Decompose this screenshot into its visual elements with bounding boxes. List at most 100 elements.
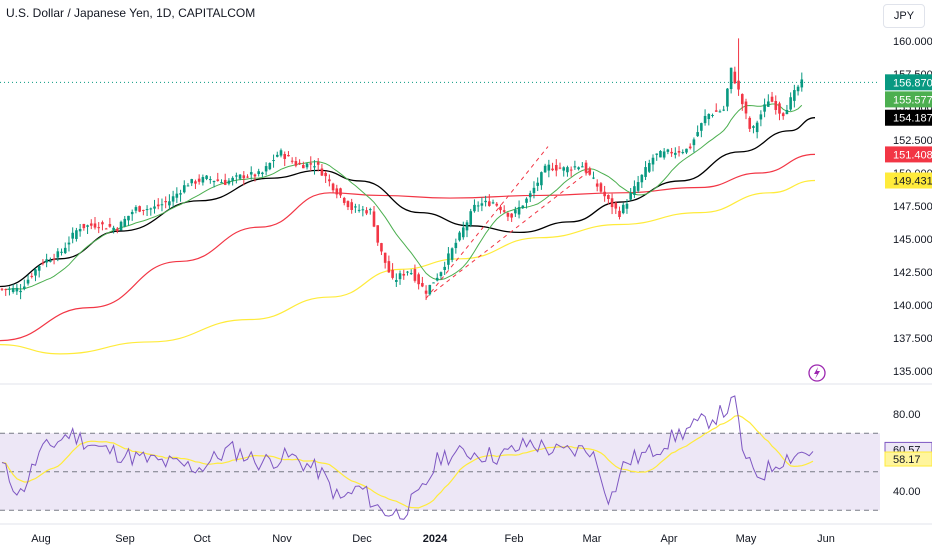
rsi-badge-label: 58.17	[893, 454, 921, 466]
candle-body	[781, 113, 785, 117]
rsi-tick-label: 40.00	[893, 486, 921, 498]
candle-body	[257, 171, 260, 175]
ma-long-line	[0, 179, 816, 355]
x-tick-label: Apr	[660, 533, 677, 545]
candle-body	[86, 225, 89, 227]
candle-body	[387, 261, 391, 273]
candle-body	[354, 206, 357, 208]
candle-body	[190, 179, 194, 184]
candle-body	[346, 201, 350, 208]
candle-body	[383, 252, 387, 263]
candle-body	[186, 185, 190, 187]
x-tick-label: Feb	[505, 533, 524, 545]
y-tick-label: 147.500	[893, 201, 932, 213]
candle-body	[748, 117, 752, 129]
candle-body	[525, 198, 528, 203]
candle-body	[316, 162, 320, 165]
candle-body	[636, 182, 640, 191]
candle-body	[688, 146, 692, 149]
candle-body	[618, 210, 621, 217]
candle-body	[510, 213, 513, 218]
price-badge	[885, 74, 932, 91]
candle-body	[692, 139, 696, 146]
price-badge-label: 154.187	[893, 113, 932, 125]
candle-body	[558, 167, 562, 169]
candle-body	[104, 228, 108, 230]
candle-body	[476, 205, 480, 207]
candle-body	[514, 209, 517, 214]
candle-body	[540, 172, 543, 186]
y-tick-label: 137.500	[893, 333, 932, 345]
chart-title: U.S. Dollar / Japanese Yen, 1D, CAPITALC…	[6, 6, 256, 20]
candle-body	[458, 232, 461, 241]
candle-body	[194, 181, 197, 184]
rsi-badge	[884, 451, 932, 467]
price-badge	[885, 146, 932, 163]
candle-body	[290, 160, 294, 162]
y-tick-label: 142.500	[893, 267, 932, 279]
price-badge	[885, 91, 932, 108]
price-badge	[885, 109, 932, 126]
candle-body	[554, 164, 558, 171]
candle-body	[380, 243, 383, 252]
candle-body	[417, 274, 420, 285]
candle-body	[447, 253, 450, 265]
y-tick-label: 140.000	[893, 300, 932, 312]
candle-body	[610, 198, 614, 208]
candle-body	[339, 188, 342, 196]
x-tick-label: Sep	[115, 533, 135, 545]
rsi-ma-line	[1, 414, 814, 509]
candle-body	[581, 166, 584, 168]
candle-body	[726, 88, 729, 107]
candle-body	[718, 111, 722, 113]
rsi-line	[1, 395, 814, 520]
candle-body	[153, 206, 156, 209]
candle-body	[696, 132, 699, 137]
candle-body	[201, 177, 205, 183]
candle-body	[491, 202, 495, 204]
candle-body	[175, 193, 179, 198]
candle-body	[778, 103, 781, 114]
candle-body	[342, 197, 346, 203]
candle-body	[395, 279, 398, 282]
candle-body	[223, 179, 227, 185]
candle-body	[737, 80, 740, 90]
x-tick-label: Dec	[352, 533, 372, 545]
candle-body	[402, 273, 406, 276]
candle-body	[774, 100, 778, 110]
candle-body	[127, 215, 130, 221]
candle-body	[372, 211, 376, 227]
candle-body	[659, 151, 662, 158]
candle-body	[264, 166, 268, 172]
candle-body	[677, 151, 681, 153]
candle-body	[528, 193, 532, 198]
candle-body	[328, 179, 331, 182]
candle-body	[268, 162, 272, 170]
candle-body	[320, 168, 324, 176]
candle-body	[621, 204, 625, 214]
flash-icon-bolt	[814, 367, 820, 379]
candle-body	[283, 154, 287, 159]
candle-body	[302, 165, 305, 169]
candle-body	[368, 209, 372, 211]
candle-body	[305, 163, 309, 168]
currency-button[interactable]: JPY	[883, 4, 925, 28]
candle-body	[26, 279, 30, 284]
candle-body	[101, 222, 104, 225]
candle-body	[796, 86, 800, 92]
candle-body	[75, 230, 78, 239]
candle-body	[666, 149, 670, 152]
candle-body	[391, 269, 394, 278]
candle-body	[473, 204, 476, 212]
x-tick-label: Mar	[583, 533, 602, 545]
candle-body	[235, 175, 238, 177]
candle-body	[681, 152, 685, 154]
candle-body	[160, 204, 164, 206]
candle-body	[432, 282, 435, 284]
candle-body	[577, 167, 580, 170]
candle-body	[614, 202, 618, 209]
candle-body	[171, 196, 175, 202]
candle-body	[11, 288, 15, 292]
candle-body	[205, 175, 208, 179]
